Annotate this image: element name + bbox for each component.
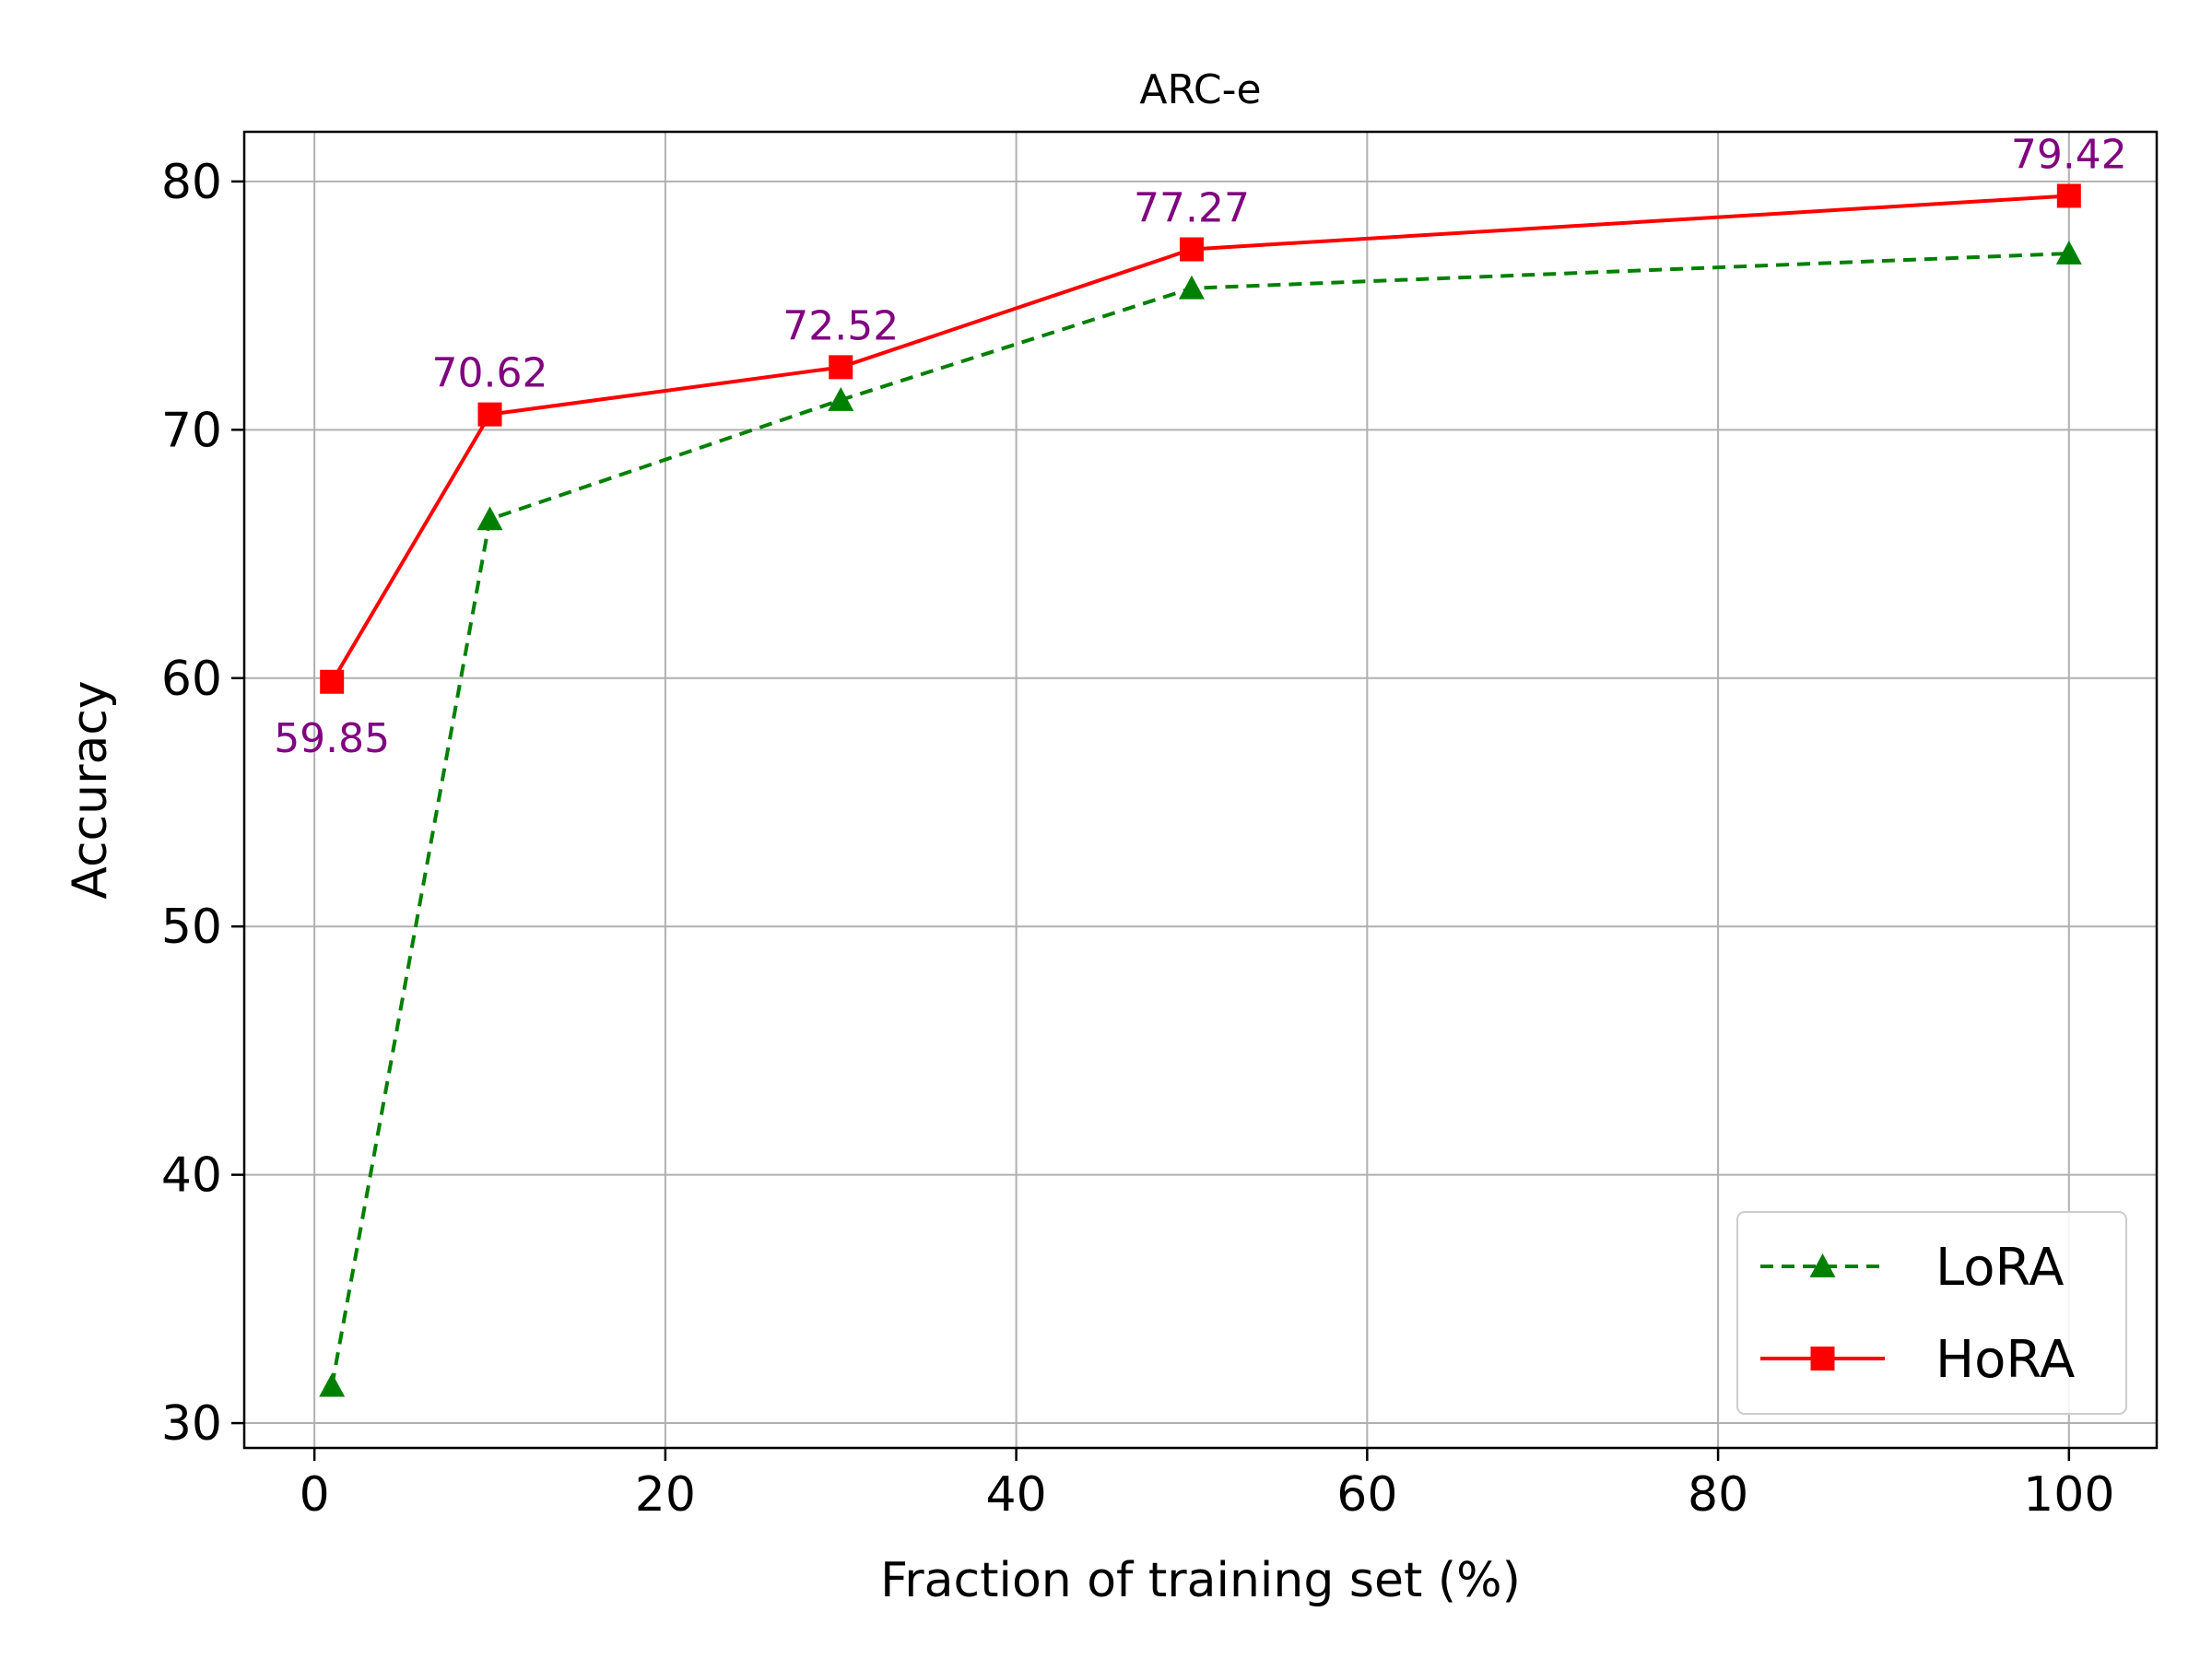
triangle-marker-lora: [319, 1372, 346, 1397]
triangle-marker-lora: [1178, 275, 1205, 300]
data-label: 79.42: [2011, 132, 2127, 179]
legend-label-lora: LoRA: [1936, 1238, 2064, 1298]
legend-label-hora: HoRA: [1936, 1330, 2075, 1390]
series-layer: [319, 183, 2082, 1397]
triangle-marker-lora: [828, 386, 854, 411]
square-marker-hora: [2056, 183, 2081, 208]
data-label: 70.62: [432, 350, 548, 397]
data-label: 72.52: [782, 302, 899, 349]
chart-title: ARC-e: [1139, 66, 1261, 113]
x-tick-label: 60: [1336, 1467, 1397, 1523]
y-axis-label: Accuracy: [63, 680, 118, 899]
x-tick-label: 0: [300, 1467, 330, 1523]
grid: [244, 132, 2157, 1448]
y-tick-label: 40: [161, 1148, 222, 1204]
x-tick-label: 20: [635, 1467, 696, 1523]
axis-ticks: 0 20 40 60 80 100 30 40 50 60 70 80: [161, 155, 2115, 1523]
y-tick-label: 50: [161, 900, 222, 955]
triangle-marker-lora: [477, 506, 503, 531]
data-label: 77.27: [1134, 184, 1250, 231]
y-tick-label: 80: [161, 155, 222, 210]
square-marker-hora: [320, 669, 345, 694]
legend-marker-lora: [1809, 1253, 1836, 1277]
x-axis-label: Fraction of training set (%): [880, 1553, 1521, 1608]
legend: LoRA HoRA: [1736, 1211, 2127, 1415]
square-marker-hora: [477, 402, 502, 427]
square-marker-hora: [829, 355, 853, 380]
x-tick-label: 80: [1688, 1467, 1748, 1523]
data-label: 59.85: [274, 715, 390, 762]
series-hora: [320, 183, 2081, 694]
legend-marker-hora: [1810, 1347, 1835, 1371]
plot-area-frame: [242, 130, 2159, 1450]
triangle-marker-lora: [2055, 241, 2082, 265]
y-tick-label: 60: [161, 652, 222, 707]
y-tick-label: 30: [161, 1396, 222, 1452]
x-tick-label: 100: [2023, 1467, 2114, 1523]
data-labels: 59.85 70.62 72.52 77.27 79.42: [274, 132, 2127, 762]
x-tick-label: 40: [986, 1467, 1047, 1523]
y-tick-label: 70: [161, 403, 222, 458]
series-lora: [319, 241, 2082, 1397]
square-marker-hora: [1179, 237, 1204, 262]
